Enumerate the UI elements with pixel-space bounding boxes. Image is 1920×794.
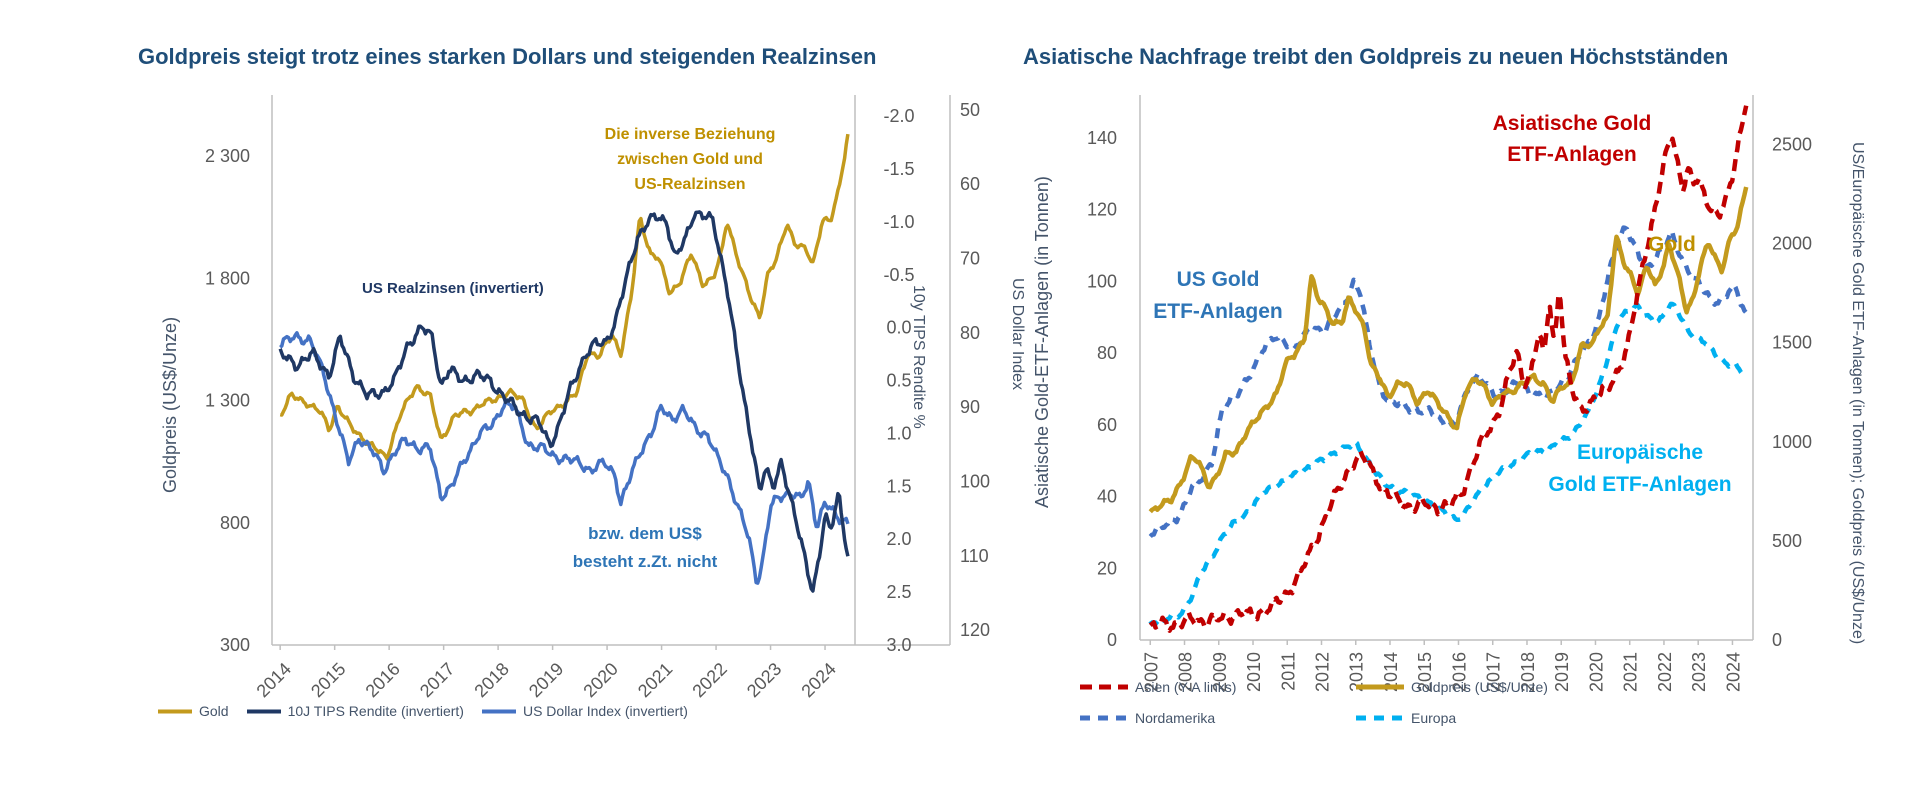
tick-label-y_right_dollar: 120 bbox=[960, 620, 990, 640]
tick-label-y_right: 1500 bbox=[1772, 333, 1812, 353]
legend-label: US Dollar Index (invertiert) bbox=[522, 703, 688, 719]
x-tick-label: 2022 bbox=[1655, 652, 1675, 692]
axis-label-us-dollar-index: US Dollar Index bbox=[1009, 277, 1026, 391]
tick-label-y_right_tips: -1.0 bbox=[883, 212, 914, 232]
x-tick-label: 2024 bbox=[1723, 652, 1743, 692]
tick-label-y_right: 0 bbox=[1772, 630, 1782, 650]
tick-label-y_left: 40 bbox=[1097, 487, 1117, 507]
tick-label-y_right_dollar: 80 bbox=[960, 323, 980, 343]
x-tick-label: 2023 bbox=[1689, 652, 1709, 692]
legend-item: Europa bbox=[1356, 710, 1456, 726]
annotation-gold: Gold bbox=[1648, 233, 1696, 256]
legend-item: Nordamerika bbox=[1080, 710, 1215, 726]
tick-label-y_left: 800 bbox=[220, 513, 250, 533]
tick-label-y_right_tips: -1.5 bbox=[883, 159, 914, 179]
tick-label-y_left: 1 800 bbox=[205, 268, 250, 288]
x-tick-label: 2019 bbox=[525, 659, 567, 701]
legend-label: Asien (Y-A links) bbox=[1135, 679, 1237, 695]
annotation-european-gold-etf: Europäische Gold ETF-Anlagen bbox=[1548, 441, 1732, 496]
annotation-usd-no-relationship: bzw. dem US$ besteht z.Zt. nicht bbox=[572, 524, 718, 571]
tick-label-y_right: 1000 bbox=[1772, 432, 1812, 452]
x-tick-label: 2021 bbox=[634, 659, 676, 701]
legend-label: 10J TIPS Rendite (invertiert) bbox=[287, 703, 464, 719]
legend-line-sample bbox=[1080, 715, 1128, 721]
legend-line-sample bbox=[246, 709, 281, 713]
tick-label-y_left: 1 300 bbox=[205, 391, 250, 411]
x-tick-label: 2023 bbox=[743, 659, 785, 701]
tick-label-y_right_dollar: 90 bbox=[960, 397, 980, 417]
tick-label-y_left: 120 bbox=[1087, 200, 1117, 220]
axis-label-asiatische-etf: Asiatische Gold-ETF-Anlagen (in Tonnen) bbox=[1032, 176, 1052, 508]
x-tick-label: 2024 bbox=[797, 659, 839, 701]
tick-label-y_right_dollar: 100 bbox=[960, 471, 990, 491]
axis-label-goldpreis-unze: Goldpreis (US$/Unze) bbox=[160, 316, 180, 494]
legend-label: Gold bbox=[199, 703, 229, 719]
legend-label: Europa bbox=[1411, 710, 1457, 726]
legend-line-sample bbox=[481, 709, 516, 713]
axis-label-us-eu-etf-goldpreis: US/Europäische Gold ETF-Anlagen (in Tonn… bbox=[1849, 141, 1866, 645]
annotation-us-gold-etf: US Gold ETF-Anlagen bbox=[1153, 268, 1283, 323]
tick-label-y_left: 2 300 bbox=[205, 146, 250, 166]
legend-item: 10J TIPS Rendite (invertiert) bbox=[246, 703, 464, 719]
tick-label-y_left: 100 bbox=[1087, 271, 1117, 291]
legend-item: Asien (Y-A links) bbox=[1080, 679, 1236, 695]
chart-title-left: Goldpreis steigt trotz eines starken Dol… bbox=[138, 44, 877, 69]
x-tick-label: 2019 bbox=[1552, 652, 1572, 692]
annotation-asian-gold-etf: Asiatische Gold ETF-Anlagen bbox=[1492, 112, 1652, 166]
series-line-0 bbox=[1148, 105, 1749, 633]
tick-label-y_right_tips: 1.5 bbox=[886, 476, 911, 496]
x-tick-label: 2010 bbox=[1244, 652, 1264, 692]
x-tick-label: 2018 bbox=[470, 659, 512, 701]
tick-label-y_left: 140 bbox=[1087, 128, 1117, 148]
tick-label-y_right_dollar: 70 bbox=[960, 249, 980, 269]
x-tick-label: 2020 bbox=[579, 659, 621, 701]
tick-label-y_left: 80 bbox=[1097, 343, 1117, 363]
x-tick-label: 2012 bbox=[1313, 652, 1333, 692]
legend-label: Nordamerika bbox=[1135, 710, 1216, 726]
tick-label-y_left: 300 bbox=[220, 635, 250, 655]
x-tick-label: 2015 bbox=[307, 659, 349, 701]
legend-line-sample bbox=[1356, 715, 1404, 721]
legend-item: Goldpreis (US$/Unze) bbox=[1356, 679, 1548, 695]
annotation-inverse-relationship: Die inverse Beziehung zwischen Gold und … bbox=[604, 126, 776, 193]
tick-label-y_right_dollar: 50 bbox=[960, 100, 980, 120]
tick-label-y_right_dollar: 60 bbox=[960, 174, 980, 194]
tick-label-y_right_tips: 3.0 bbox=[886, 635, 911, 655]
tick-label-y_right_tips: 2.5 bbox=[886, 582, 911, 602]
x-tick-label: 2011 bbox=[1278, 652, 1298, 691]
chart-legend: Gold 10J TIPS Rendite (invertiert) US Doll… bbox=[158, 703, 706, 719]
chart-title-right: Asiatische Nachfrage treibt den Goldprei… bbox=[1023, 44, 1729, 69]
x-tick-label: 2022 bbox=[688, 659, 730, 701]
x-tick-label: 2016 bbox=[362, 659, 404, 701]
x-tick-label: 2021 bbox=[1621, 652, 1641, 692]
tick-label-y_left: 60 bbox=[1097, 415, 1117, 435]
legend-line-sample bbox=[158, 709, 192, 713]
axis-label-tips-rendite: 10y TIPS Rendite % bbox=[910, 285, 927, 429]
x-tick-label: 2020 bbox=[1586, 652, 1606, 692]
tick-label-y_right_dollar: 110 bbox=[960, 546, 989, 566]
tick-label-y_right_tips: -2.0 bbox=[883, 106, 914, 126]
tick-label-y_left: 0 bbox=[1107, 630, 1117, 650]
tick-label-y_right: 2500 bbox=[1772, 135, 1812, 155]
legend-label: Goldpreis (US$/Unze) bbox=[1411, 679, 1548, 695]
legend-line-sample bbox=[1080, 684, 1128, 690]
legend-item: Gold bbox=[158, 703, 229, 719]
tick-label-y_right: 500 bbox=[1772, 531, 1802, 551]
tick-label-y_right_tips: 2.0 bbox=[886, 529, 911, 549]
x-tick-label: 2014 bbox=[253, 659, 295, 701]
legend-line-sample bbox=[1356, 684, 1404, 690]
x-tick-label: 2017 bbox=[416, 659, 458, 701]
legend-item: US Dollar Index (invertiert) bbox=[481, 703, 688, 719]
annotation-us-realzinsen: US Realzinsen (invertiert) bbox=[362, 280, 544, 297]
tick-label-y_left: 20 bbox=[1097, 558, 1117, 578]
tick-label-y_right: 2000 bbox=[1772, 234, 1812, 254]
